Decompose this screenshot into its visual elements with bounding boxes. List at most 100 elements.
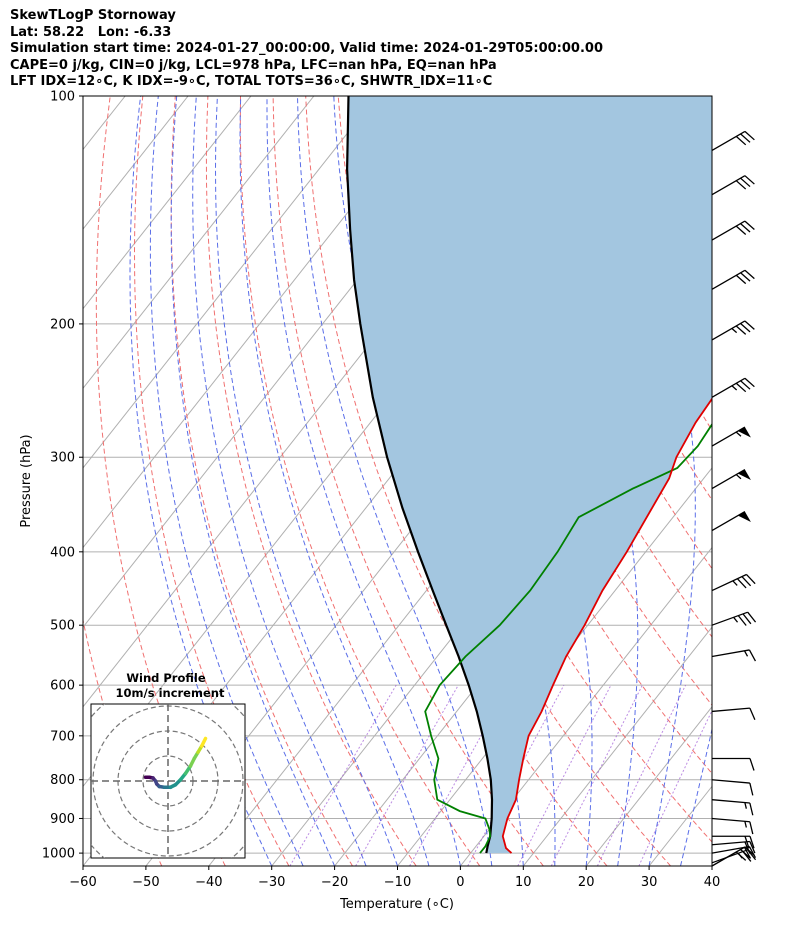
wind-barb-full	[749, 841, 756, 854]
hodograph-inset: Wind Profile 10m/s increment	[90, 671, 246, 859]
wind-barb	[711, 573, 756, 592]
wind-barb-shaft	[711, 779, 750, 784]
wind-barb-full	[735, 274, 747, 285]
wind-barb	[712, 835, 755, 849]
wind-barb-full	[747, 611, 757, 623]
moist-adiabat-line	[214, 96, 398, 866]
wind-barb	[711, 840, 756, 854]
wind-barb	[711, 175, 755, 196]
stability-parameters: CAPE=0 j/kg, CIN=0 j/kg, LCL=978 hPa, LF…	[10, 57, 497, 73]
wind-barb-full	[743, 847, 752, 859]
x-tick-label: 30	[641, 875, 658, 890]
wind-barb-shaft	[711, 799, 750, 804]
wind-barb-full	[744, 841, 751, 854]
y-tick-label: 300	[50, 451, 75, 466]
chart-title: SkewTLogP Stornoway	[10, 8, 176, 23]
moist-adiabat-line	[597, 96, 696, 866]
dry-adiabat-line	[170, 96, 353, 866]
y-tick-label: 600	[50, 679, 75, 694]
temperature-line	[501, 397, 712, 854]
x-tick-label: −30	[258, 875, 285, 890]
wind-barb-shaft	[711, 320, 746, 341]
wind-barb-shaft	[711, 469, 746, 490]
x-tick-label: 0	[456, 875, 464, 890]
wind-barb-full	[749, 802, 754, 816]
y-tick-label: 900	[50, 812, 75, 827]
wind-barb-full	[744, 175, 755, 185]
wind-barb-half	[744, 821, 747, 828]
wind-barb-full	[735, 382, 747, 393]
wind-barb-full	[740, 322, 751, 333]
wind-barb-shaft	[711, 269, 746, 290]
isotherm-gridline	[83, 96, 315, 390]
wind-barb-shaft	[711, 130, 746, 151]
wind-barb	[711, 377, 755, 398]
mixing-ratio-line	[289, 684, 397, 866]
mixing-ratio-line	[355, 684, 459, 866]
wind-barb-full	[740, 380, 751, 390]
station-coordinates: Lat: 58.22 Lon: -6.33	[10, 24, 172, 40]
x-tick-label: −20	[321, 875, 348, 890]
moist-adiabat-line	[129, 96, 273, 866]
wind-barb-full	[735, 180, 747, 190]
wind-barb	[711, 817, 754, 835]
wind-barb-full	[745, 574, 756, 585]
wind-barb-flag	[737, 427, 751, 438]
wind-barb-shaft	[711, 845, 750, 854]
mixing-ratio-line	[638, 709, 712, 866]
wind-barb	[711, 611, 757, 626]
y-tick-label: 700	[50, 729, 75, 744]
y-tick-labels: 1000 900 800 700 600 500 400 300 200 100	[42, 90, 83, 862]
wind-barbs	[711, 130, 757, 867]
wind-barb	[711, 220, 755, 241]
isotherm-gridline	[83, 96, 441, 549]
wind-barb-full	[742, 851, 752, 862]
x-axis-label: Temperature (∘C)	[339, 897, 454, 912]
wind-barb-shaft	[711, 573, 747, 592]
wind-barb-half	[731, 327, 738, 334]
x-tick-label: −10	[384, 875, 411, 890]
dry-adiabat-line	[133, 96, 290, 866]
x-tick-label: −60	[69, 875, 96, 890]
y-tick-label: 200	[50, 317, 75, 332]
isotherm-gridline	[83, 96, 378, 469]
moist-adiabat-line	[192, 96, 367, 866]
simulation-times: Simulation start time: 2024-01-27_00:00:…	[10, 41, 603, 57]
wind-barb	[711, 511, 751, 532]
x-tick-label: 10	[515, 875, 532, 890]
wind-barb-full	[749, 836, 755, 849]
wind-barb-half	[743, 650, 749, 657]
x-tick-label: −40	[195, 875, 222, 890]
wind-barb-shaft	[711, 817, 750, 823]
wind-barb-full	[748, 649, 757, 662]
wind-barb-full	[735, 225, 747, 235]
wind-barb	[711, 469, 751, 490]
wind-barb-half	[733, 616, 739, 623]
mixing-ratio-line	[596, 684, 687, 866]
hodograph-title: Wind Profile	[126, 671, 206, 685]
wind-barb-half	[732, 580, 738, 586]
wind-barb-full	[749, 707, 756, 721]
wind-barb	[711, 799, 754, 816]
moist-adiabat-line	[239, 96, 430, 866]
profiles	[345, 96, 712, 854]
parcel-path-line	[345, 96, 494, 854]
mixing-ratio-line	[409, 684, 510, 866]
moist-adiabat-line	[266, 96, 461, 866]
wind-barb-shaft	[711, 175, 746, 196]
hodograph-plot	[91, 704, 245, 858]
wind-barb-shaft	[711, 849, 748, 864]
wind-barb-full	[749, 821, 754, 835]
y-tick-label: 500	[50, 619, 75, 634]
wind-barb-full	[740, 133, 751, 143]
isotherm-gridline	[460, 546, 712, 866]
wind-barb-full	[742, 613, 752, 625]
dry-adiabat-line	[239, 96, 481, 866]
wind-barb-full	[749, 758, 755, 771]
wind-barb-flag	[737, 469, 751, 480]
wind-barb-half	[735, 431, 742, 437]
wind-barb-shaft	[711, 426, 746, 447]
wind-barb-shaft	[711, 377, 746, 398]
wind-barb-shaft	[711, 840, 750, 846]
